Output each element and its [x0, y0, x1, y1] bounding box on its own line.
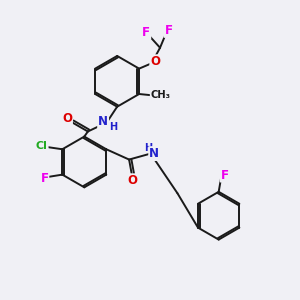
Text: F: F — [40, 172, 48, 185]
Text: O: O — [150, 55, 160, 68]
Text: F: F — [221, 169, 229, 182]
Text: F: F — [142, 26, 150, 39]
Text: CH₃: CH₃ — [151, 90, 171, 100]
Text: N: N — [149, 147, 159, 160]
Text: F: F — [164, 24, 172, 37]
Text: H: H — [109, 122, 117, 132]
Text: O: O — [128, 174, 138, 187]
Text: Cl: Cl — [36, 141, 48, 151]
Text: O: O — [62, 112, 72, 125]
Text: H: H — [144, 143, 152, 153]
Text: N: N — [98, 116, 108, 128]
